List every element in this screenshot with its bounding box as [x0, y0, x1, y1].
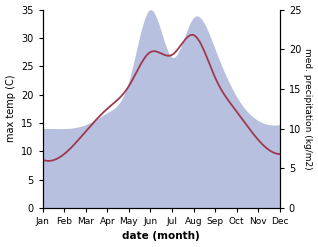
X-axis label: date (month): date (month) [122, 231, 200, 242]
Y-axis label: max temp (C): max temp (C) [5, 75, 16, 143]
Y-axis label: med. precipitation (kg/m2): med. precipitation (kg/m2) [303, 48, 313, 169]
